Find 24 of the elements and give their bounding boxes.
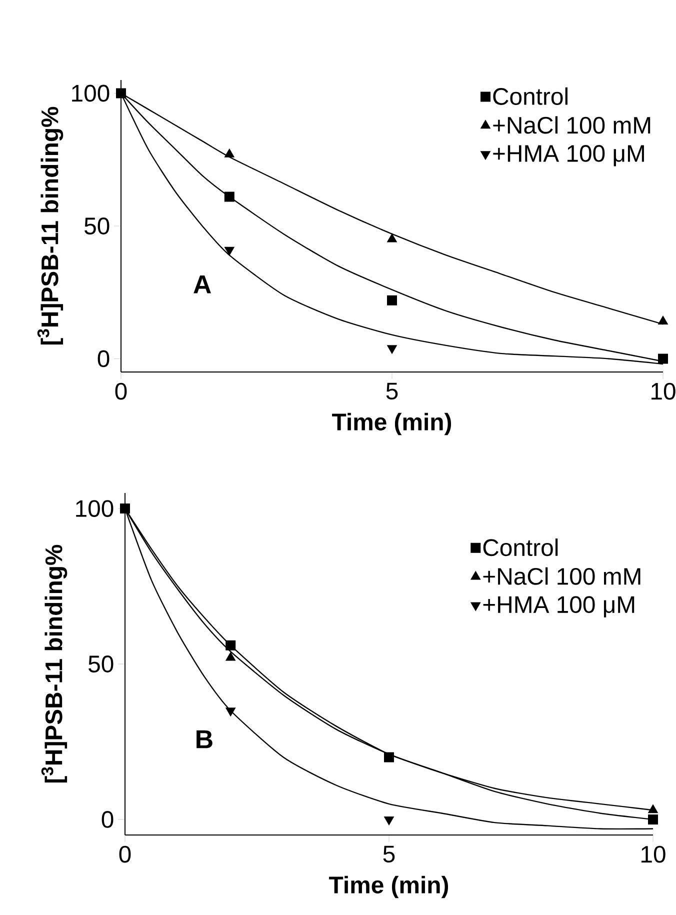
y-tick-label: 0 [102, 810, 114, 828]
legend-label: +HMA 100 μM [493, 145, 644, 166]
annotation: B [196, 730, 212, 748]
x-axis-title: Time (min) [329, 876, 448, 898]
x-tick-label: 10 [652, 382, 676, 400]
legend-label: Control [493, 87, 568, 105]
annotation: A [194, 275, 211, 294]
x-tick-label: 0 [119, 846, 131, 863]
y-tick-label: 50 [88, 656, 114, 672]
y-tick-label: 100 [72, 84, 110, 102]
x-axis-title: Time (min) [332, 412, 452, 436]
y-tick-label: 0 [98, 350, 110, 368]
y-tick-label: 100 [76, 500, 114, 518]
y-tick-label: 50 [84, 218, 110, 234]
legend-label: +NaCl 100 mM [493, 116, 650, 134]
x-tick-label: 5 [386, 382, 398, 400]
legend-label: +NaCl 100 mM [483, 567, 640, 585]
legend-label: Control [483, 538, 558, 556]
legend-label: +HMA 100 μM [483, 596, 634, 618]
x-tick-label: 0 [115, 382, 127, 400]
x-tick-label: 5 [383, 846, 395, 863]
y-axis-title: [$^{3}$H]PSB-11 binding% [41, 544, 68, 782]
x-tick-label: 10 [642, 846, 666, 863]
y-axis-title: [$^{3}$H]PSB-11 binding% [37, 106, 64, 344]
